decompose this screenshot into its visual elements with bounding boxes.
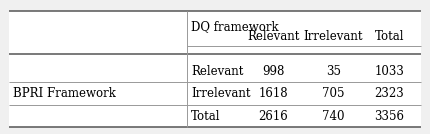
Text: 3356: 3356 xyxy=(374,110,404,123)
Bar xyxy=(9,11,421,127)
Text: 35: 35 xyxy=(326,64,341,78)
Text: DQ framework: DQ framework xyxy=(191,20,279,33)
Text: Total: Total xyxy=(375,30,404,43)
Text: 1618: 1618 xyxy=(258,87,288,100)
Text: 2616: 2616 xyxy=(258,110,288,123)
Text: Relevant: Relevant xyxy=(247,30,299,43)
Text: Irrelevant: Irrelevant xyxy=(191,87,251,100)
Text: Relevant: Relevant xyxy=(191,64,244,78)
Text: BPRI Framework: BPRI Framework xyxy=(13,87,116,100)
Text: Irrelevant: Irrelevant xyxy=(304,30,363,43)
Text: 705: 705 xyxy=(322,87,344,100)
Text: 740: 740 xyxy=(322,110,344,123)
Text: Total: Total xyxy=(191,110,221,123)
Text: 998: 998 xyxy=(262,64,284,78)
Text: 1033: 1033 xyxy=(374,64,404,78)
Text: 2323: 2323 xyxy=(374,87,404,100)
